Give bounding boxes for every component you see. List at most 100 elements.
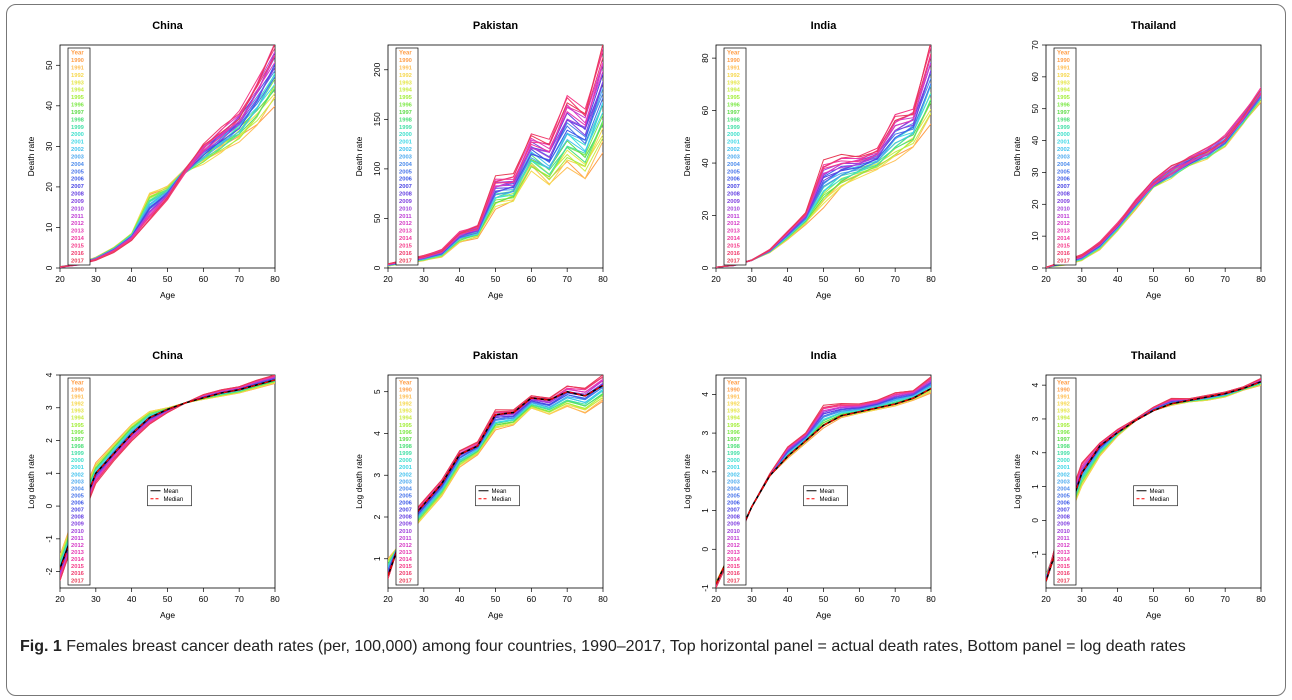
series-line-2017 bbox=[1046, 88, 1261, 268]
year-legend-entry: 2005 bbox=[399, 493, 413, 499]
series-group bbox=[60, 45, 275, 268]
series-line-2016 bbox=[716, 377, 931, 588]
plot-frame bbox=[1045, 44, 1262, 269]
chart-panel-5: China 20 30 40 50 60 70 80 Age -2 -1 0 1 2 3 4 Log death… bbox=[26, 350, 280, 620]
y-tick-label: -2 bbox=[44, 568, 54, 576]
year-legend-entry: 1994 bbox=[1057, 416, 1071, 422]
series-line-2017 bbox=[60, 375, 275, 581]
year-legend-entry: 1990 bbox=[399, 387, 412, 393]
year-legend-entry: 2015 bbox=[727, 243, 741, 249]
legend-label-mean: Mean bbox=[1150, 489, 1165, 495]
year-legend-entry: 2003 bbox=[727, 479, 741, 485]
year-legend-entry: 2017 bbox=[71, 578, 84, 584]
series-line-2007 bbox=[1046, 89, 1261, 268]
year-legend-entry: 2008 bbox=[71, 192, 85, 198]
year-legend-entry: 2015 bbox=[71, 243, 85, 249]
y-tick-label: 20 bbox=[44, 182, 54, 192]
x-tick-label: 40 bbox=[783, 274, 793, 284]
year-legend-entry: 1995 bbox=[727, 95, 741, 101]
year-legend-entry: 1994 bbox=[1057, 88, 1071, 94]
series-group bbox=[388, 375, 603, 580]
year-legend-entry: 2014 bbox=[71, 557, 85, 563]
y-tick-label: 0 bbox=[1030, 265, 1040, 270]
x-tick-label: 30 bbox=[419, 274, 429, 284]
series-line-2009 bbox=[716, 381, 931, 587]
series-line-2017 bbox=[388, 45, 603, 265]
year-legend-entry: 2016 bbox=[727, 251, 741, 257]
series-group bbox=[1046, 87, 1261, 268]
year-legend-title: Year bbox=[727, 380, 740, 386]
year-legend-entry: 2012 bbox=[71, 221, 84, 227]
year-legend-title: Year bbox=[399, 380, 412, 386]
year-legend-entry: 2015 bbox=[71, 564, 85, 570]
year-legend-entry: 1996 bbox=[399, 430, 413, 436]
y-tick-label: 0 bbox=[1030, 518, 1040, 523]
year-legend-entry: 2004 bbox=[1057, 486, 1071, 492]
series-line-2012 bbox=[388, 70, 603, 265]
y-tick-label: 2 bbox=[44, 438, 54, 443]
year-legend-entry: 2004 bbox=[71, 486, 85, 492]
median-line bbox=[388, 384, 603, 576]
x-tick-label: 60 bbox=[1185, 274, 1195, 284]
year-legend-entry: 2002 bbox=[1057, 147, 1070, 153]
year-legend-entry: 2013 bbox=[1057, 550, 1071, 556]
year-legend-entry: 2013 bbox=[399, 229, 413, 235]
year-legend-entry: 2007 bbox=[71, 184, 84, 190]
year-legend-entry: 2006 bbox=[727, 177, 741, 183]
year-legend-box bbox=[395, 377, 419, 586]
x-tick-label: 80 bbox=[598, 274, 608, 284]
year-legend-entry: 1991 bbox=[727, 66, 741, 72]
y-tick-label: 0 bbox=[700, 547, 710, 552]
chart-title: Thailand bbox=[1131, 20, 1176, 32]
year-legend-entry: 2011 bbox=[399, 536, 412, 542]
y-tick-label: 30 bbox=[1030, 167, 1040, 177]
y-tick-label: 0 bbox=[44, 503, 54, 508]
year-legend-entry: 2005 bbox=[71, 169, 85, 175]
year-legend-entry: 1992 bbox=[399, 73, 412, 79]
y-tick-label: 40 bbox=[1030, 136, 1040, 146]
year-legend-entry: 2014 bbox=[727, 557, 741, 563]
series-line-2007 bbox=[60, 56, 275, 268]
year-legend-entry: 2011 bbox=[71, 536, 84, 542]
x-tick-label: 50 bbox=[819, 594, 829, 604]
year-legend-entry: 2007 bbox=[1057, 508, 1070, 514]
year-legend-entry: 1997 bbox=[1057, 437, 1070, 443]
y-tick-label: 70 bbox=[1030, 40, 1040, 50]
year-legend-entry: 1995 bbox=[399, 423, 413, 429]
legend-label-median: Median bbox=[492, 497, 512, 503]
year-legend-box bbox=[723, 47, 747, 266]
y-tick-label: 1 bbox=[700, 508, 710, 513]
year-legend-entry: 2017 bbox=[727, 258, 740, 264]
year-legend-entry: 2005 bbox=[1057, 493, 1071, 499]
year-legend-entry: 2007 bbox=[727, 508, 740, 514]
legend-label-mean: Mean bbox=[492, 489, 507, 495]
year-legend-entry: 1993 bbox=[1057, 409, 1071, 415]
x-tick-label: 60 bbox=[527, 594, 537, 604]
series-group bbox=[716, 45, 931, 268]
y-axis-label: Death rate bbox=[682, 136, 692, 176]
legend-label-mean: Mean bbox=[164, 489, 179, 495]
year-legend-entry: 2000 bbox=[71, 132, 84, 138]
year-legend-entry: 1993 bbox=[1057, 80, 1071, 86]
year-legend-entry: 1997 bbox=[399, 110, 412, 116]
year-legend-box bbox=[1053, 377, 1077, 586]
year-legend-entry: 1998 bbox=[399, 444, 413, 450]
year-legend-entry: 1990 bbox=[1057, 58, 1070, 64]
year-legend-entry: 2015 bbox=[727, 564, 741, 570]
year-legend-entry: 2010 bbox=[1057, 206, 1070, 212]
figure-frame bbox=[6, 4, 1286, 696]
year-legend-entry: 1994 bbox=[71, 416, 85, 422]
series-line-2006 bbox=[60, 63, 275, 268]
year-legend-entry: 2016 bbox=[399, 251, 413, 257]
year-legend-entry: 2008 bbox=[399, 192, 413, 198]
chart-title: China bbox=[152, 350, 183, 362]
year-legend-entry: 2012 bbox=[727, 543, 740, 549]
year-legend-entry: 2011 bbox=[399, 214, 412, 220]
x-axis-label: Age bbox=[816, 290, 831, 300]
year-legend-entry: 1993 bbox=[727, 80, 741, 86]
year-legend-entry: 2013 bbox=[399, 550, 413, 556]
y-tick-label: 4 bbox=[1030, 383, 1040, 388]
x-tick-label: 70 bbox=[234, 594, 244, 604]
x-tick-label: 70 bbox=[1220, 274, 1230, 284]
year-legend-entry: 1994 bbox=[399, 88, 413, 94]
